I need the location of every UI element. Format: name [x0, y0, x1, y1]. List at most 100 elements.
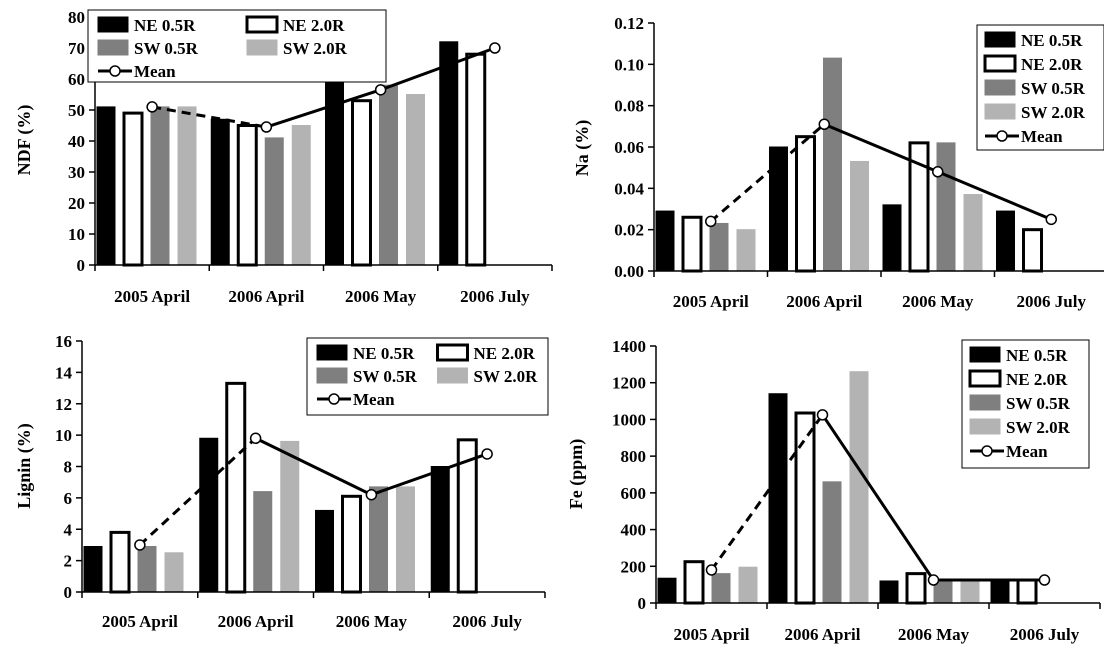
legend: NE 0.5R NE 2.0R SW 0.5R SW 2.0R Mean — [961, 339, 1090, 469]
bar-ne-0-5r-1 — [655, 210, 675, 272]
mean-point-2 — [818, 118, 830, 131]
legend-label: NE 2.0R — [474, 344, 536, 363]
y-tick-label: 10 — [68, 225, 85, 244]
legend-swatch — [983, 54, 1017, 73]
mean-point-4 — [481, 448, 493, 460]
legend-swatch — [245, 15, 279, 34]
chart-panel-2: 0.00 0.02 0.04 0.06 0.08 0.10 0.12 2005 April 20… — [572, 14, 1104, 311]
mean-point-2 — [249, 432, 262, 445]
y-tick-label: 0 — [638, 594, 647, 613]
mean-point-2 — [260, 121, 273, 133]
bar-ne-2-0r-4 — [1016, 578, 1038, 605]
x-tick-label: 2006 April — [228, 287, 304, 306]
mean-point-1 — [705, 215, 717, 228]
mean-point-3 — [374, 84, 387, 96]
bar-ne-0-5r-4 — [990, 579, 1010, 604]
x-tick-label: 2005 April — [673, 625, 749, 644]
y-axis-label: NDF (%) — [14, 105, 35, 176]
bar-sw-0-5r-2 — [253, 491, 273, 593]
y-tick-label: 4 — [64, 520, 73, 539]
x-tick-label: 2006 July — [452, 612, 522, 631]
legend-label: NE 2.0R — [1006, 370, 1068, 389]
y-tick-label: 16 — [55, 332, 72, 351]
y-tick-label: 12 — [55, 395, 72, 414]
legend-swatch — [984, 31, 1016, 48]
y-tick-label: 10 — [55, 426, 72, 445]
legend-swatch — [97, 16, 129, 33]
bar-ne-2-0r-2 — [795, 135, 816, 273]
legend-swatch — [436, 343, 469, 362]
bar-sw-2-0r-2 — [291, 125, 311, 266]
mean-point-1 — [134, 539, 146, 551]
legend-label: NE 0.5R — [1006, 346, 1068, 365]
y-tick-label: 0.12 — [614, 14, 644, 33]
bar-sw-2-0r-1 — [177, 106, 197, 266]
legend-swatch — [316, 344, 348, 361]
legend-label: Mean — [134, 62, 176, 81]
bar-ne-2-0r-2 — [225, 381, 247, 594]
bar-sw-0-5r-3 — [369, 486, 388, 593]
bar-sw-2-0r-1 — [738, 566, 758, 604]
x-tick-label: 2006 May — [345, 287, 417, 306]
mean-point-3 — [365, 488, 378, 501]
bar-ne-0-5r-3 — [315, 509, 334, 593]
legend: NE 0.5R NE 2.0R SW 0.5R SW 2.0R Mean — [976, 24, 1104, 151]
y-tick-label: 0.02 — [614, 221, 644, 240]
bar-ne-0-5r-4 — [430, 466, 450, 593]
mean-line-segment-3 — [370, 452, 488, 497]
legend-label: NE 2.0R — [1021, 55, 1083, 74]
legend-label: Mean — [353, 390, 395, 409]
legend-swatch — [984, 103, 1016, 120]
legend-mean-marker — [328, 393, 340, 405]
bar-sw-2-0r-2 — [850, 160, 869, 272]
y-tick-label: 60 — [68, 70, 85, 89]
legend-label: SW 0.5R — [134, 39, 199, 58]
bar-sw-2-0r-1 — [164, 552, 184, 593]
bar-ne-2-0r-2 — [236, 124, 258, 267]
y-tick-label: 600 — [621, 484, 647, 503]
mean-line-segment-2 — [254, 436, 373, 497]
chart-panel-4: 0 200 400 600 800 1000 1200 1400 2005 April 2006 … — [566, 337, 1101, 644]
bar-sw-0-5r-3 — [936, 142, 956, 272]
bar-sw-0-5r-1 — [709, 222, 729, 272]
y-tick-label: 800 — [621, 447, 647, 466]
legend-label: Mean — [1006, 442, 1048, 461]
bar-sw-2-0r-3 — [960, 579, 980, 604]
legend-mean-marker — [981, 445, 993, 457]
legend-label: NE 2.0R — [283, 16, 345, 35]
y-tick-label: 8 — [64, 458, 73, 477]
legend-mean-marker — [109, 65, 121, 77]
x-tick-label: 2005 April — [114, 287, 190, 306]
bar-sw-2-0r-1 — [736, 229, 756, 272]
y-tick-label: 6 — [64, 489, 73, 508]
bar-sw-0-5r-2 — [823, 57, 842, 272]
legend-swatch — [984, 79, 1016, 96]
x-tick-label: 2006 April — [218, 612, 294, 631]
bar-ne-2-0r-3 — [341, 494, 362, 594]
legend-swatch — [968, 369, 1002, 388]
legend-swatch — [437, 367, 468, 384]
bar-sw-0-5r-1 — [150, 106, 170, 266]
bar-ne-2-0r-1 — [109, 530, 131, 594]
y-tick-label: 200 — [621, 557, 647, 576]
bar-ne-2-0r-4 — [465, 52, 487, 267]
x-tick-label: 2006 April — [784, 625, 860, 644]
chart-panel-3: 0 2 4 6 8 10 12 14 16 2005 April 2006 April 2006 Ma… — [14, 332, 549, 631]
x-tick-label: 2006 May — [336, 612, 408, 631]
legend-label: SW 2.0R — [474, 367, 539, 386]
bar-sw-0-5r-1 — [711, 573, 731, 604]
mean-line-segment-2 — [821, 414, 935, 581]
y-tick-label: 20 — [68, 194, 85, 213]
y-tick-label: 80 — [68, 8, 85, 27]
bar-ne-2-0r-3 — [351, 99, 372, 267]
legend-label: NE 0.5R — [1021, 31, 1083, 50]
bar-ne-0-5r-3 — [879, 580, 899, 604]
y-tick-label: 1400 — [612, 337, 646, 356]
y-tick-label: 40 — [68, 132, 85, 151]
mean-point-1 — [705, 564, 718, 576]
chart-panel-1: 0 10 20 30 40 50 60 70 80 2005 April 2006 April 200… — [14, 8, 553, 306]
y-tick-label: 0 — [77, 256, 86, 275]
bar-sw-2-0r-3 — [396, 486, 415, 593]
mean-point-3 — [927, 574, 940, 586]
mean-line-segment-1 — [710, 413, 824, 571]
